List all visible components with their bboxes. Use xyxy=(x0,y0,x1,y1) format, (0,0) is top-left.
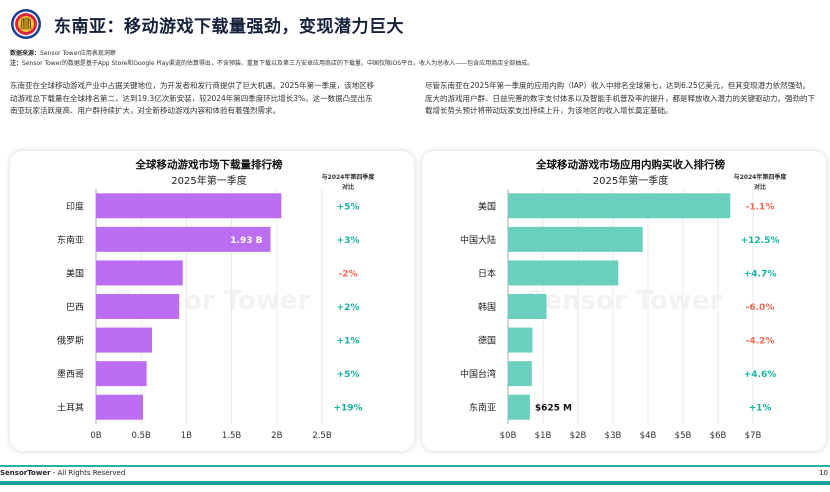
footer-copyright: SensorTower - All Rights Reserved xyxy=(0,469,125,477)
category-label: 德国 xyxy=(478,335,496,347)
bar xyxy=(508,226,643,252)
revenue-chart: Sensor Tower 全球移动游戏市场应用内购买收入排行榜 2025年第一季度 与… xyxy=(460,158,788,441)
x-tick-label: $3B xyxy=(605,431,622,441)
watermark-text: Sensor Tower xyxy=(526,286,723,316)
bar xyxy=(96,260,183,286)
change-value: -6.0% xyxy=(746,303,775,313)
category-label: 土耳其 xyxy=(57,402,84,414)
category-label: 墨西哥 xyxy=(57,369,84,380)
change-value: +1% xyxy=(337,337,360,347)
x-tick-label: 2.5B xyxy=(312,431,332,441)
chart-title: 全球移动游戏市场应用内购买收入排行榜 xyxy=(535,158,725,171)
chart-subtitle: 2025年第一季度 xyxy=(593,174,668,187)
bar xyxy=(508,361,532,387)
x-tick-label: 2B xyxy=(271,431,282,441)
x-tick-label: $6B xyxy=(710,431,727,441)
page-title: 东南亚：移动游戏下载量强劲，变现潜力巨大 xyxy=(54,17,404,37)
category-label: 中国台湾 xyxy=(460,368,496,380)
change-value: +5% xyxy=(337,202,360,212)
change-value: +12.5% xyxy=(741,236,780,246)
bar xyxy=(508,394,530,420)
bar xyxy=(96,294,180,319)
category-label: 美国 xyxy=(66,267,84,279)
change-value: -1.1% xyxy=(746,202,775,212)
x-tick-label: $5B xyxy=(675,431,692,441)
left-paragraph: 东南亚在全球移动游戏产业中占据关键地位，为开发者和发行商提供了巨大机遇。2025… xyxy=(10,81,375,115)
data-source-label: 数据来源： xyxy=(10,50,41,57)
bar xyxy=(96,327,153,353)
bar xyxy=(96,193,282,219)
category-label: 俄罗斯 xyxy=(57,335,84,347)
bar xyxy=(508,260,619,286)
footer-divider xyxy=(0,465,830,467)
x-tick-label: $1B xyxy=(535,431,552,441)
downloads-chart-panel: Sensor Tower 全球移动游戏市场下载量排行榜 2025年第一季度 与2024… xyxy=(10,151,414,451)
footer-accent-bar xyxy=(0,481,830,485)
footer-rights: - All Rights Reserved xyxy=(50,469,126,477)
change-value: +3% xyxy=(337,236,360,246)
x-tick-label: 0.5B xyxy=(132,431,152,441)
change-value: +19% xyxy=(333,404,362,414)
x-tick-label: $0B xyxy=(500,431,517,441)
x-tick-label: $7B xyxy=(745,431,762,441)
chart-subtitle: 2025年第一季度 xyxy=(171,174,246,187)
change-header-line2: 对比 xyxy=(754,183,766,191)
bar xyxy=(96,361,147,387)
chart-title: 全球移动游戏市场下载量排行榜 xyxy=(135,158,283,171)
change-value: +4.6% xyxy=(744,370,777,380)
note-line: 注：Sensor Tower的数据是基于App Store和Google Pla… xyxy=(10,58,533,67)
x-tick-label: 1.5B xyxy=(222,431,242,441)
category-label: 东南亚 xyxy=(57,234,84,246)
bar xyxy=(508,327,533,353)
revenue-chart-panel: Sensor Tower 全球移动游戏市场应用内购买收入排行榜 2025年第一季度 与… xyxy=(422,151,826,451)
x-tick-label: $4B xyxy=(640,431,657,441)
page-number: 10 xyxy=(819,469,828,477)
change-value: -4.2% xyxy=(746,337,775,347)
bar xyxy=(508,294,547,319)
bar xyxy=(508,193,731,219)
x-tick-label: $2B xyxy=(570,431,587,441)
change-value: +5% xyxy=(337,370,360,380)
change-value: +1% xyxy=(749,404,772,414)
change-header-line2: 对比 xyxy=(342,183,354,191)
right-paragraph: 尽管东南亚在2025年第一季度的应用内购（IAP）收入中排名全球第七，达到6.2… xyxy=(425,81,815,115)
note-text: Sensor Tower的数据是基于App Store和Google Play渠… xyxy=(22,60,534,67)
category-label: 日本 xyxy=(478,267,496,279)
change-header-line1: 与2024年第四季度 xyxy=(734,173,788,181)
sea-region-logo xyxy=(11,9,41,39)
footer-brand: SensorTower xyxy=(0,469,51,477)
change-value: -2% xyxy=(338,269,357,279)
category-label: 美国 xyxy=(478,200,496,212)
category-label: 东南亚 xyxy=(469,402,496,414)
data-label: $625 M xyxy=(535,404,572,414)
bar xyxy=(96,394,144,420)
x-tick-label: 1B xyxy=(181,431,192,441)
change-header-line1: 与2024年第四季度 xyxy=(322,173,376,181)
x-tick-label: 0B xyxy=(90,431,101,441)
category-label: 中国大陆 xyxy=(460,234,496,246)
change-value: +4.7% xyxy=(744,269,777,279)
category-label: 巴西 xyxy=(66,302,84,313)
category-label: 韩国 xyxy=(478,301,496,313)
change-value: +2% xyxy=(337,303,360,313)
category-label: 印度 xyxy=(66,200,84,212)
data-source-text: Sensor Tower应用表现洞察 xyxy=(40,50,116,57)
bar xyxy=(96,226,271,252)
data-source-line: 数据来源：Sensor Tower应用表现洞察 xyxy=(10,48,116,57)
data-label: 1.93 B xyxy=(230,236,262,246)
note-label: 注： xyxy=(10,60,23,67)
